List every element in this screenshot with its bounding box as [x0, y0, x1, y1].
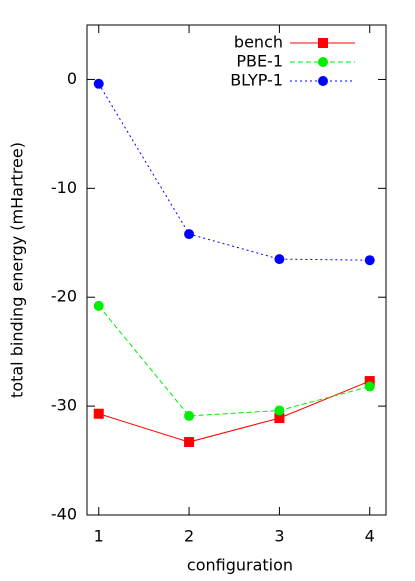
x-tick-label: 2 — [184, 527, 194, 546]
plot-frame — [86, 24, 387, 516]
marker — [364, 381, 375, 392]
x-tick-label: 1 — [94, 527, 104, 546]
legend-label: bench — [234, 33, 283, 52]
marker — [274, 254, 285, 265]
legend-label: BLYP-1 — [230, 71, 283, 90]
y-tick-label: -10 — [51, 178, 77, 197]
y-tick-label: -20 — [51, 287, 77, 306]
legend-label: PBE-1 — [236, 52, 283, 71]
marker — [184, 410, 195, 421]
marker — [93, 78, 104, 89]
x-tick-label: 3 — [274, 527, 284, 546]
marker — [274, 413, 285, 424]
marker — [318, 57, 328, 67]
marker — [318, 38, 328, 48]
series-line — [98, 305, 370, 417]
marker — [274, 405, 285, 416]
marker — [184, 229, 195, 240]
marker — [93, 408, 104, 419]
x-tick-label: 4 — [365, 527, 375, 546]
marker — [364, 255, 375, 266]
marker — [364, 376, 375, 387]
series-line — [98, 380, 370, 443]
series-line — [98, 83, 370, 261]
y-axis-label: total binding energy (mHartree) — [8, 142, 27, 398]
y-tick-label: 0 — [67, 69, 77, 88]
marker — [318, 76, 328, 86]
y-tick-label: -40 — [51, 505, 77, 524]
y-tick-label: -30 — [51, 396, 77, 415]
marker — [184, 437, 195, 448]
x-axis-label: configuration — [187, 556, 293, 575]
marker — [93, 300, 104, 311]
